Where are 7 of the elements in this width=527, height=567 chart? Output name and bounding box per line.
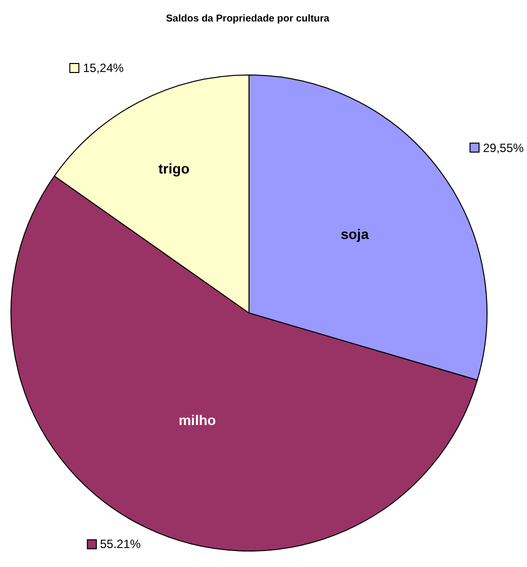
data-label: 55.21%: [100, 537, 142, 551]
slice-label: milho: [178, 412, 216, 428]
data-label: 29,55%: [483, 141, 524, 155]
data-label: 15,24%: [83, 61, 124, 75]
chart-title: Saldos da Propriedade por cultura: [166, 14, 330, 24]
slice-label: soja: [340, 226, 369, 242]
slice-label: trigo: [158, 160, 190, 176]
